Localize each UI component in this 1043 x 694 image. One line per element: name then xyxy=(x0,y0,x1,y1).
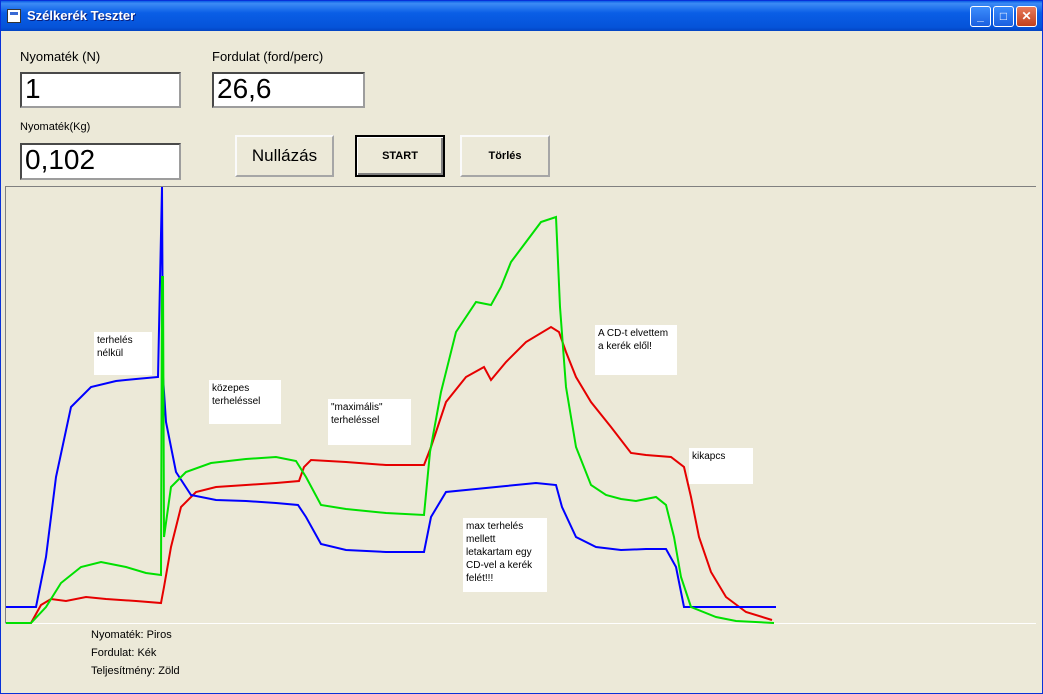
torles-button[interactable]: Törlés xyxy=(460,135,550,177)
app-icon xyxy=(7,9,21,23)
power-line xyxy=(6,215,775,624)
maximize-button[interactable]: □ xyxy=(993,6,1014,27)
annotation-note: közepes terheléssel xyxy=(209,380,281,424)
measurement-chart xyxy=(6,187,776,624)
nyomatek-n-label: Nyomaték (N) xyxy=(20,49,101,64)
legend-item: Nyomaték: Piros xyxy=(91,629,172,641)
legend-item: Fordulat: Kék xyxy=(91,647,157,659)
nyomatek-kg-field[interactable]: 0,102 xyxy=(20,143,181,180)
fordulat-label: Fordulat (ford/perc) xyxy=(212,49,324,64)
annotation-note: "maximális" terheléssel xyxy=(328,399,411,445)
nyomatek-kg-label: Nyomaték(Kg) xyxy=(20,121,91,133)
start-button[interactable]: START xyxy=(355,135,445,177)
title-bar[interactable]: Szélkerék Teszter _ □ ✕ xyxy=(1,1,1042,31)
rotation-line xyxy=(6,187,776,608)
plot-area: terhelés nélkül közepes terheléssel "max… xyxy=(5,186,1036,624)
annotation-note: A CD-t elvettem a kerék elől! xyxy=(595,325,677,375)
annotation-note: terhelés nélkül xyxy=(94,332,152,375)
fordulat-field[interactable]: 26,6 xyxy=(212,72,365,108)
nullazas-button[interactable]: Nullázás xyxy=(235,135,334,177)
minimize-button[interactable]: _ xyxy=(970,6,991,27)
annotation-note: kikapcs xyxy=(689,448,753,484)
legend-item: Teljesítmény: Zöld xyxy=(91,665,180,677)
window-title: Szélkerék Teszter xyxy=(27,8,136,23)
nyomatek-n-field[interactable]: 1 xyxy=(20,72,181,108)
annotation-note: max terhelés mellett letakartam egy CD-v… xyxy=(463,518,547,592)
close-button[interactable]: ✕ xyxy=(1016,6,1037,27)
